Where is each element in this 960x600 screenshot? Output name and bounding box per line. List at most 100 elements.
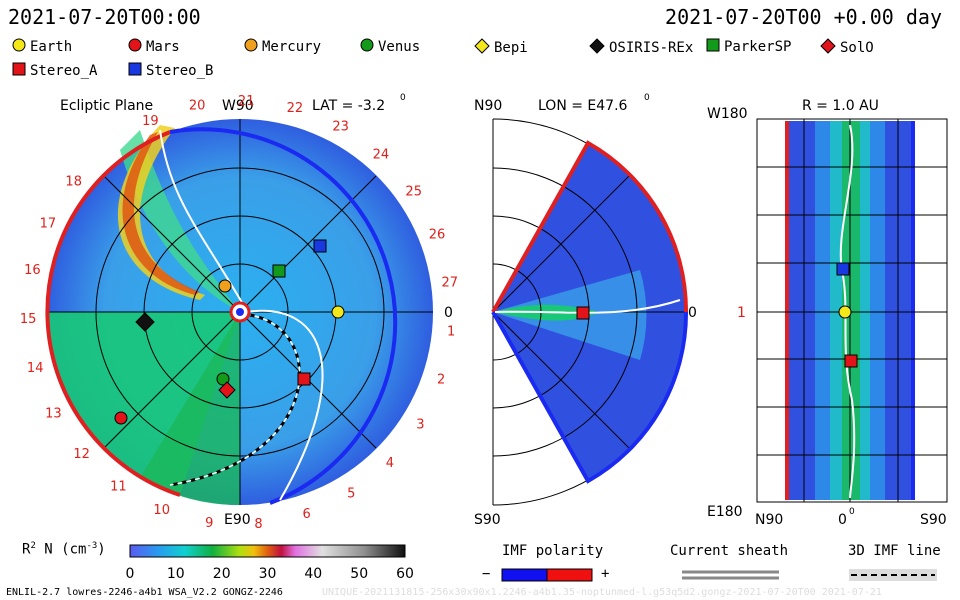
radial-stereo-a-marker: [844, 354, 858, 368]
current-sheath-label: Current sheath: [670, 543, 789, 559]
meridional-rim-positive: [491, 311, 689, 484]
stereo-a-marker: [297, 372, 311, 386]
imf-line-label: 3D IMF line: [848, 543, 941, 559]
meridional-axis-diag-1: [492, 174, 631, 313]
radial-bottom-s-label: S90: [920, 512, 947, 528]
hour-label: 14: [27, 361, 44, 376]
imf-plus-label: +: [601, 566, 610, 582]
hour-label: 15: [20, 312, 37, 327]
colorbar-tick-label: 50: [350, 566, 368, 582]
legend-item-mercury: Mercury: [244, 38, 321, 56]
legend-item-stereo-b: Stereo_B: [128, 62, 213, 80]
hour-label: 13: [45, 407, 62, 422]
ecliptic-lat-label: LAT = -3.2: [312, 98, 385, 114]
hour-label: 8: [254, 517, 262, 532]
legend-item-stereo-a: Stereo_A: [12, 62, 97, 80]
hour-label: 4: [386, 456, 394, 471]
colorbar-tick-label: 10: [167, 566, 185, 582]
square-icon: [128, 62, 142, 80]
radial-stereo-b-marker: [836, 262, 850, 276]
legend-label: SolO: [840, 40, 874, 56]
colorbar-label-sup2: -3: [86, 541, 98, 551]
hour-label: 10: [153, 503, 170, 518]
timestamp-right: 2021-07-20T00 +0.00 day: [665, 5, 942, 29]
hour-label: 21: [238, 94, 255, 109]
imf-polarity-legend: [501, 568, 593, 582]
colorbar-label-end: ): [97, 541, 106, 558]
hour-label: 18: [65, 175, 82, 190]
legend-label: Bepi: [494, 40, 528, 56]
timestamp-left: 2021-07-20T00:00: [8, 5, 201, 29]
colorbar-label-sup: 2: [30, 541, 36, 551]
imf-spiral-2: [245, 309, 324, 501]
colorbar-label-r: R: [22, 541, 31, 558]
mars-marker: [114, 411, 128, 425]
diamond-icon: [820, 38, 836, 58]
hour-label: 5: [347, 486, 355, 501]
legend-label: Mercury: [262, 39, 322, 55]
rim-positive-polarity: [169, 127, 398, 505]
legend-label: Stereo_B: [146, 63, 214, 79]
legend-item-osiris-rex: OSIRIS-REx: [589, 38, 693, 58]
legend-label: ParkerSP: [724, 39, 792, 55]
radial-bottom-mid-label: 0: [838, 512, 847, 528]
parkersp-marker: [272, 264, 286, 278]
osiris-rex-marker: [135, 312, 155, 332]
imf-polarity-negative-swatch: [501, 568, 548, 582]
legend-label: Stereo_A: [30, 63, 98, 79]
legend-item-earth: Earth: [12, 38, 72, 56]
meridional-rim-negative: [491, 140, 689, 313]
hour-label: 26: [429, 228, 446, 243]
circle-icon: [244, 38, 258, 56]
ecliptic-band: [120, 130, 240, 312]
hour-label: 27: [442, 275, 459, 290]
legend-item-bepi: Bepi: [474, 38, 528, 58]
diamond-icon: [474, 38, 490, 58]
rim-negative-polarity: [45, 130, 181, 497]
meridional-stereo-a-marker: [576, 306, 590, 320]
hour-label: 17: [40, 216, 57, 231]
meridional-lon-degree: 0: [644, 93, 650, 103]
hour-label: 12: [73, 447, 90, 462]
legend-item-mars: Mars: [128, 38, 180, 56]
imf-spiral-1: [159, 129, 245, 307]
colorbar-label: R2 N (cm-3): [22, 541, 106, 558]
ecliptic-green-region-2: [140, 312, 240, 506]
colorbar-tick-label: 0: [126, 566, 135, 582]
diamond-icon: [589, 38, 605, 58]
ecliptic-lat-degree: 0: [400, 93, 406, 103]
ecliptic-peak-arm: [122, 132, 200, 295]
meridional-bottom-label: S90: [474, 512, 501, 528]
model-info: ENLIL-2.7 lowres-2246-a4b1 WSA_V2.2 GONG…: [6, 587, 283, 598]
radial-r-label: R = 1.0 AU: [802, 98, 879, 114]
density-colorbar: 0 10 20 30 40 50 60: [126, 544, 414, 582]
legend-item-venus: Venus: [360, 38, 420, 56]
hour-label: 22: [287, 101, 304, 116]
venus-marker: [216, 372, 230, 386]
meridional-right-label: 0: [688, 305, 697, 321]
colorbar-tick-label: 20: [213, 566, 231, 582]
hour-label: 9: [205, 516, 213, 531]
meridional-axis-diag-2: [492, 311, 631, 450]
square-icon: [12, 62, 26, 80]
mercury-marker: [218, 279, 232, 293]
ecliptic-plane-panel: Ecliptic Plane W90 LAT = -3.2 0 E90 0 19…: [20, 93, 458, 532]
current-sheath-legend: [682, 570, 779, 580]
hour-label: 19: [142, 114, 159, 129]
stereo-b-marker: [313, 239, 327, 253]
radial-bottom-left-label: E180: [707, 504, 743, 520]
radial-earth-marker: [838, 305, 852, 319]
radial-panel: R = 1.0 AU W180 E180 1 N90 0 0 S90: [707, 98, 948, 528]
legend-item-solo: SolO: [820, 38, 874, 58]
hour-label: 3: [416, 417, 424, 432]
earth-marker: [331, 305, 345, 319]
colorbar-tick-label: 30: [259, 566, 277, 582]
hour-label: 24: [373, 148, 390, 163]
current-sheath-line: [169, 313, 302, 487]
radial-mid-left-label: 1: [737, 305, 746, 321]
legend-label: Earth: [30, 39, 73, 55]
colorbar-gradient: [129, 544, 406, 558]
legend-item-parkersp: ParkerSP: [706, 38, 791, 56]
hour-label: 6: [303, 507, 311, 522]
